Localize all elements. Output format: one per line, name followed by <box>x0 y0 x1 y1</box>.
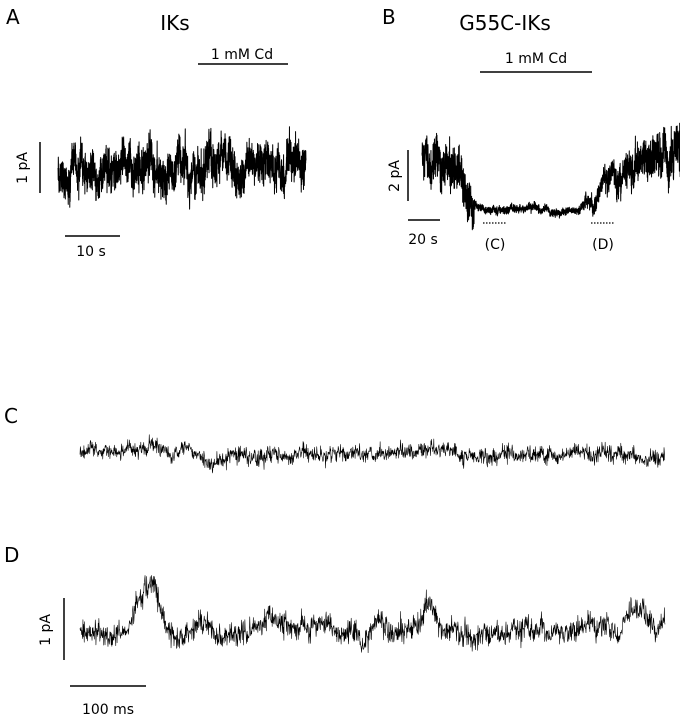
panel-a-title: IKs <box>160 11 189 35</box>
panel-b-horizontal-scale-label: 20 s <box>408 232 438 248</box>
panel-a-trace <box>57 126 307 210</box>
panel-a-vertical-scale-label: 1 pA <box>15 152 31 184</box>
panel-a-label: A <box>6 5 20 29</box>
segment-c-label: (C) <box>485 237 506 253</box>
panel-a-cd-label: 1 mM Cd <box>211 47 273 63</box>
panel-b-vertical-scale-label: 2 pA <box>387 160 403 192</box>
panel-d-vertical-scale-label: 1 pA <box>38 614 54 646</box>
panel-b-title: G55C-IKs <box>459 11 551 35</box>
panel-b-trace <box>421 122 680 231</box>
panel-d-horizontal-scale-label: 100 ms <box>82 702 134 718</box>
panel-d-label: D <box>4 543 19 567</box>
panel-c-trace <box>79 434 666 474</box>
panel-b-label: B <box>382 5 396 29</box>
segment-d-label: (D) <box>592 237 614 253</box>
panel-c-label: C <box>4 404 18 428</box>
panel-a-horizontal-scale-label: 10 s <box>76 244 106 260</box>
panel-b-cd-label: 1 mM Cd <box>505 51 567 67</box>
panel-d-trace <box>79 575 666 654</box>
